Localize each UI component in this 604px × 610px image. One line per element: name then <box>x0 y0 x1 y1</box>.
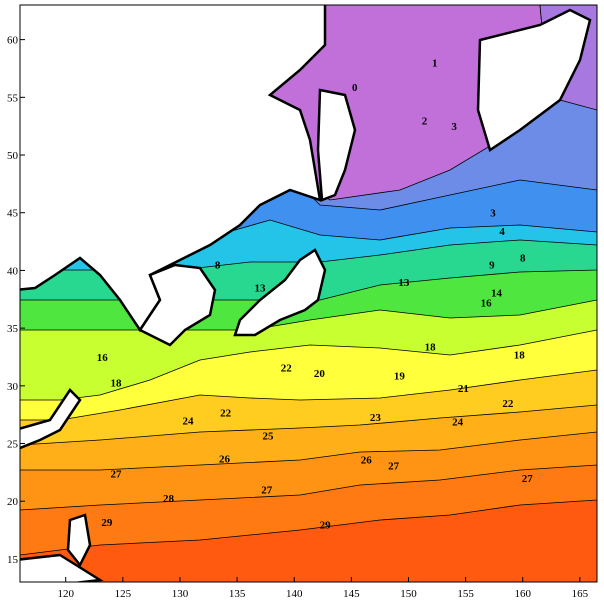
x-tick-label: 155 <box>457 588 474 600</box>
contour-label: 29 <box>320 519 332 531</box>
contour-label: 4 <box>499 226 505 238</box>
contour-label: 19 <box>394 370 406 382</box>
x-tick-label: 140 <box>286 588 303 600</box>
contour-label: 27 <box>261 485 273 497</box>
contour-label: 27 <box>522 473 534 485</box>
contour-label: 22 <box>502 398 514 410</box>
contour-label: 28 <box>163 493 175 505</box>
y-tick-label: 35 <box>7 323 19 335</box>
x-tick-label: 125 <box>115 588 132 600</box>
x-tick-label: 120 <box>57 588 74 600</box>
contour-label: 16 <box>97 352 109 364</box>
contour-label: 8 <box>215 260 221 272</box>
x-tick-label: 165 <box>572 588 589 600</box>
contour-label: 16 <box>481 298 493 310</box>
contour-label: 20 <box>314 368 326 380</box>
contour-label: 26 <box>361 455 373 467</box>
contour-label: 22 <box>281 362 293 374</box>
temperature-field <box>20 5 597 582</box>
contour-label: 3 <box>451 121 457 133</box>
contour-label: 1 <box>432 58 438 70</box>
y-tick-label: 55 <box>7 92 19 104</box>
contour-label: 25 <box>262 430 274 442</box>
land <box>20 5 327 333</box>
contour-label: 23 <box>370 412 382 424</box>
contour-label: 0 <box>352 82 358 94</box>
land <box>66 513 92 568</box>
y-tick-label: 25 <box>7 439 19 451</box>
land <box>316 88 357 202</box>
contour-label: 24 <box>182 415 194 427</box>
plot-frame <box>19 4 598 583</box>
x-tick-label: 145 <box>343 588 360 600</box>
y-tick-label: 45 <box>7 208 19 220</box>
land <box>138 263 217 347</box>
y-tick-label: 50 <box>7 150 19 162</box>
contour-label: 24 <box>452 417 464 429</box>
contour-label: 29 <box>101 517 113 529</box>
contour-label: 21 <box>458 383 469 395</box>
y-tick-label: 40 <box>7 265 19 277</box>
x-tick-label: 135 <box>229 588 246 600</box>
x-tick-label: 160 <box>514 588 531 600</box>
contour-label: 18 <box>110 377 122 389</box>
y-tick-label: 60 <box>7 35 19 47</box>
contour-label: 18 <box>514 350 526 362</box>
contour-label: 13 <box>254 283 266 295</box>
y-tick-label: 30 <box>7 381 19 393</box>
land <box>476 8 592 152</box>
contour-label: 27 <box>388 460 400 472</box>
x-tick-label: 130 <box>172 588 189 600</box>
land <box>20 388 82 450</box>
contour-label: 18 <box>425 342 437 354</box>
contour-label: 2 <box>422 115 428 127</box>
x-tick-label: 150 <box>400 588 417 600</box>
y-tick-label: 20 <box>7 496 19 508</box>
contour-label: 3 <box>490 208 496 220</box>
land <box>233 248 327 337</box>
contour-label: 27 <box>110 469 122 481</box>
contour-label: 8 <box>520 253 526 265</box>
land <box>20 553 104 582</box>
y-tick-label: 15 <box>7 554 19 566</box>
contour-label: 14 <box>491 287 503 299</box>
contour-label: 13 <box>398 277 410 289</box>
contour-label: 26 <box>219 454 231 466</box>
contour-label: 9 <box>489 260 495 272</box>
contour-label: 22 <box>220 407 232 419</box>
